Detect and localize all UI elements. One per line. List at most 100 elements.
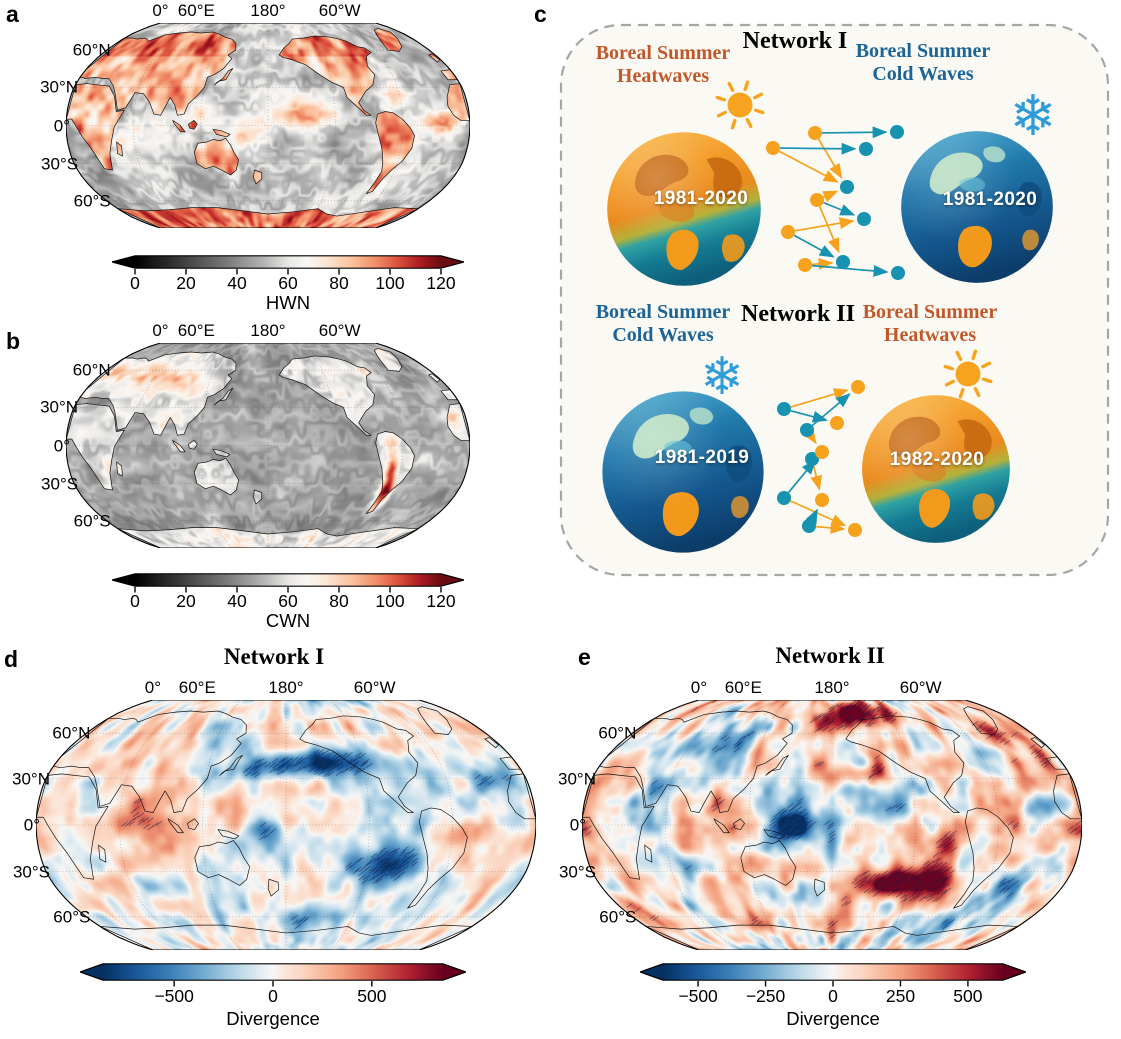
axis-left-label: 60°S bbox=[53, 907, 91, 927]
axis-left-label: 30°N bbox=[12, 769, 50, 788]
globe-heatwaves-network2 bbox=[859, 392, 1013, 546]
network2-bipartite-arrows bbox=[777, 380, 865, 537]
colorbar-d-label: Divergence bbox=[226, 1008, 320, 1029]
network2-right-label-line1: Boreal Summer bbox=[862, 301, 998, 323]
colorbar-e-label: Divergence bbox=[786, 1008, 880, 1029]
network2-left-label-line1: Boreal Summer bbox=[595, 301, 731, 323]
colorbar-tick-label: 500 bbox=[953, 986, 983, 1006]
colorbar-tick-label: 100 bbox=[375, 273, 405, 293]
axis-top-label: 60°E bbox=[724, 678, 762, 697]
colorbar-b bbox=[112, 573, 464, 593]
globe-year-heat1: 1981-2020 bbox=[653, 188, 749, 209]
globe-coldwaves-network1 bbox=[898, 128, 1056, 286]
axis-left-label: 30°S bbox=[41, 474, 79, 494]
network1-bipartite-arrows bbox=[766, 125, 905, 280]
axis-left-label: 30°S bbox=[41, 154, 79, 174]
panel-e-title: Network II bbox=[775, 643, 885, 668]
globe-year-cold2: 1981-2019 bbox=[654, 447, 750, 468]
axis-left-label: 30°N bbox=[40, 77, 79, 97]
axis-left-label: 60°N bbox=[598, 723, 637, 743]
network2-left-label: Boreal Summer Cold Waves bbox=[596, 301, 731, 347]
axis-left-label: 60°N bbox=[72, 40, 111, 60]
axis-left-label: 0° bbox=[53, 116, 70, 135]
colorbar-tick-label: 0 bbox=[130, 591, 140, 611]
network1-left-label-line2: Heatwaves bbox=[616, 65, 710, 87]
axis-top-label: 180° bbox=[250, 1, 286, 20]
axis-left-label: 0° bbox=[569, 815, 586, 835]
network2-right-label: Boreal Summer Heatwaves bbox=[863, 301, 998, 347]
map-e-divergence-canvas bbox=[582, 700, 1082, 950]
panel-d-letter: d bbox=[4, 646, 19, 672]
panel-c-letter: c bbox=[534, 1, 547, 27]
axis-top-label: 180° bbox=[250, 321, 286, 340]
snowflake-icon: ❄ bbox=[700, 348, 744, 406]
panel-a-letter: a bbox=[6, 1, 19, 27]
colorbar-tick-label: 100 bbox=[375, 591, 405, 611]
colorbar-tick-label: 20 bbox=[176, 591, 196, 611]
colorbar-tick-label: 60 bbox=[278, 273, 298, 293]
axis-top-label: 0° bbox=[152, 1, 169, 20]
axis-top-label: 60°E bbox=[177, 321, 215, 340]
colorbar-a bbox=[112, 255, 464, 275]
globe-heatwaves-network1 bbox=[604, 129, 764, 289]
axis-top-label: 60°W bbox=[899, 678, 942, 697]
axis-top-label: 60°W bbox=[353, 678, 396, 697]
panel-e-letter: e bbox=[578, 644, 591, 670]
colorbar-a-label: HWN bbox=[265, 292, 311, 313]
colorbar-tick-label: −500 bbox=[154, 986, 194, 1006]
colorbar-b-label: CWN bbox=[265, 610, 311, 631]
globe-coldwaves-network2 bbox=[599, 388, 767, 556]
colorbar-tick-label: 120 bbox=[426, 591, 456, 611]
network2-right-label-line2: Heatwaves bbox=[883, 324, 977, 346]
colorbar-tick-label: 80 bbox=[329, 273, 349, 293]
colorbar-tick-label: 0 bbox=[828, 986, 838, 1006]
colorbar-tick-label: −500 bbox=[678, 986, 718, 1006]
colorbar-tick-label: 0 bbox=[130, 273, 140, 293]
colorbar-tick-label: 500 bbox=[357, 986, 387, 1006]
axis-left-label: 30°N bbox=[40, 397, 79, 417]
colorbar-tick-label: 40 bbox=[227, 591, 247, 611]
globe-year-heat2: 1982-2020 bbox=[889, 449, 985, 470]
network1-right-label-line2: Cold Waves bbox=[872, 63, 974, 85]
globe-year-cold1: 1981-2020 bbox=[942, 189, 1038, 210]
axis-top-label: 0° bbox=[152, 321, 169, 340]
network1-title: Network I bbox=[742, 28, 848, 54]
axis-left-label: 0° bbox=[53, 436, 70, 455]
colorbar-tick-label: 20 bbox=[176, 273, 196, 293]
axis-left-label: 30°S bbox=[558, 862, 596, 881]
axis-top-label: 180° bbox=[814, 678, 850, 697]
axis-left-label: 0° bbox=[23, 815, 40, 835]
snowflake-icon: ❄ bbox=[1009, 84, 1057, 147]
axis-top-label: 60°W bbox=[318, 321, 361, 340]
axis-left-label: 60°S bbox=[73, 511, 111, 531]
map-d-divergence-canvas bbox=[36, 700, 536, 950]
network2-title: Network II bbox=[741, 301, 855, 327]
axis-left-label: 60°S bbox=[73, 191, 111, 211]
map-b-cwn-canvas bbox=[66, 343, 470, 548]
colorbar-e bbox=[640, 963, 1026, 987]
axis-top-label: 60°E bbox=[178, 678, 216, 697]
colorbar-tick-label: −250 bbox=[745, 986, 786, 1006]
colorbar-tick-label: 40 bbox=[227, 273, 247, 293]
axis-top-label: 180° bbox=[268, 678, 304, 697]
axis-top-label: 0° bbox=[690, 678, 708, 697]
network1-right-label-line1: Boreal Summer bbox=[855, 40, 991, 62]
colorbar-tick-label: 80 bbox=[329, 591, 349, 611]
network1-left-label-line1: Boreal Summer bbox=[595, 42, 731, 64]
axis-top-label: 0° bbox=[144, 678, 162, 697]
axis-left-label: 30°N bbox=[558, 769, 596, 788]
sun-icon bbox=[943, 349, 993, 399]
colorbar-tick-label: 60 bbox=[278, 591, 298, 611]
network1-left-label: Boreal Summer Heatwaves bbox=[596, 42, 731, 88]
sun-icon bbox=[715, 80, 765, 130]
axis-left-label: 60°N bbox=[72, 360, 111, 380]
axis-left-label: 30°S bbox=[12, 862, 50, 881]
network1-right-label: Boreal Summer Cold Waves bbox=[856, 40, 991, 86]
axis-top-label: 60°E bbox=[177, 1, 215, 20]
panel-b-letter: b bbox=[6, 328, 21, 354]
map-a-hwn-canvas bbox=[66, 23, 470, 228]
axis-left-label: 60°S bbox=[599, 907, 637, 927]
colorbar-tick-label: 120 bbox=[426, 273, 456, 293]
panel-d-title: Network I bbox=[223, 644, 325, 669]
